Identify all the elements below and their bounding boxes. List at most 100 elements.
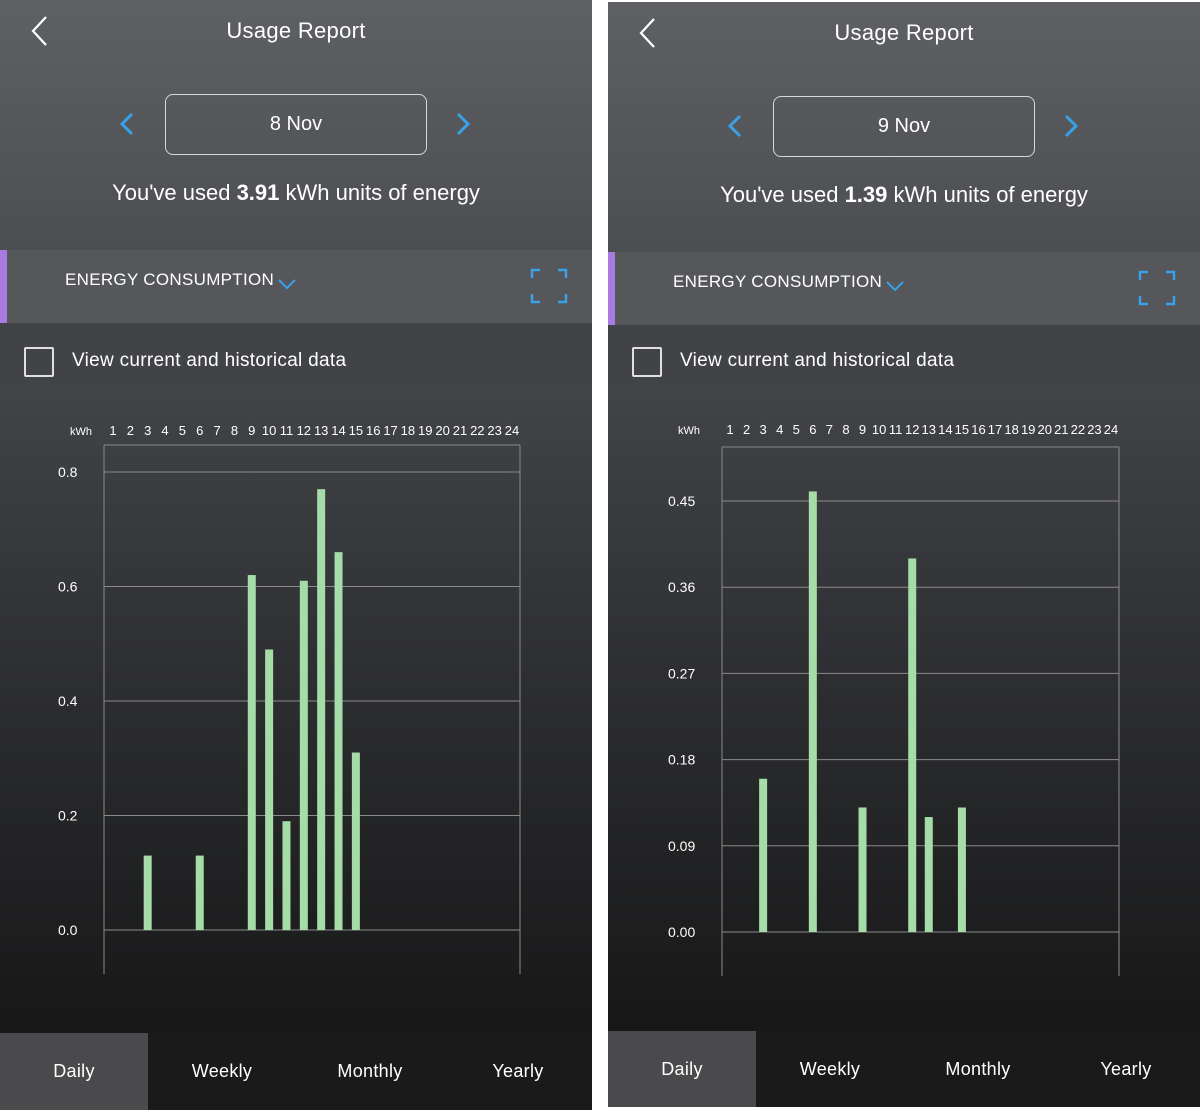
x-category-label: 17 xyxy=(988,422,1002,437)
x-category-label: 1 xyxy=(726,422,733,437)
x-category-label: 13 xyxy=(314,423,328,438)
historical-data-row: View current and historical data xyxy=(0,323,592,389)
x-category-label: 11 xyxy=(280,423,294,438)
x-category-label: 18 xyxy=(401,423,415,438)
x-category-label: 15 xyxy=(349,423,363,438)
usage-suffix: kWh units of energy xyxy=(279,180,480,205)
tab-weekly[interactable]: Weekly xyxy=(799,1059,861,1079)
bar-hour-6 xyxy=(195,855,204,930)
x-category-label: 16 xyxy=(971,422,985,437)
y-tick-label: 0.4 xyxy=(58,693,78,709)
bar-hour-6 xyxy=(808,491,817,932)
x-category-label: 24 xyxy=(1104,422,1118,437)
energy-consumption-section: ENERGY CONSUMPTION xyxy=(0,250,592,323)
x-category-label: 5 xyxy=(793,422,800,437)
bar-hour-3 xyxy=(143,855,152,930)
x-category-label: 24 xyxy=(505,423,519,438)
tab-monthly[interactable]: Monthly xyxy=(337,1061,403,1081)
back-chevron-left-icon[interactable] xyxy=(26,14,56,48)
previous-date-chevron-left-icon[interactable] xyxy=(724,110,746,142)
y-tick-label: 0.00 xyxy=(668,924,695,940)
page-title: Usage Report xyxy=(834,20,974,45)
x-category-label: 7 xyxy=(213,423,220,438)
section-accent-bar xyxy=(608,252,615,325)
tab-daily[interactable]: Daily xyxy=(608,1031,756,1107)
y-tick-label: 0.18 xyxy=(668,752,695,768)
x-category-label: 20 xyxy=(1038,422,1052,437)
x-category-label: 23 xyxy=(487,423,501,438)
page-title: Usage Report xyxy=(226,18,366,43)
bar-hour-9 xyxy=(858,807,867,932)
x-category-label: 23 xyxy=(1087,422,1101,437)
x-category-label: 15 xyxy=(955,422,969,437)
bar-hour-9 xyxy=(247,575,256,930)
date-selector[interactable]: 9 Nov xyxy=(773,96,1035,157)
x-category-label: 14 xyxy=(938,422,952,437)
next-date-chevron-right-icon[interactable] xyxy=(452,108,474,140)
historical-data-row: View current and historical data xyxy=(608,325,1200,391)
x-category-label: 12 xyxy=(905,422,919,437)
x-category-label: 9 xyxy=(248,423,255,438)
previous-date-chevron-left-icon[interactable] xyxy=(116,108,138,140)
period-tabs: Daily Weekly Monthly Yearly xyxy=(608,1031,1200,1107)
x-category-label: 21 xyxy=(1054,422,1068,437)
y-tick-label: 0.27 xyxy=(668,665,695,681)
y-tick-label: 0.6 xyxy=(58,579,78,595)
bar-hour-12 xyxy=(299,580,308,930)
x-category-label: 20 xyxy=(435,423,449,438)
historical-data-checkbox-icon[interactable] xyxy=(632,347,662,377)
usage-report-panel-left: Usage Report 8 Nov You've used 3.91 kWh … xyxy=(0,0,592,1110)
section-dropdown-label[interactable]: ENERGY CONSUMPTION xyxy=(673,272,883,291)
x-category-label: 14 xyxy=(331,423,345,438)
bar-hour-13 xyxy=(924,817,933,932)
tab-yearly[interactable]: Yearly xyxy=(492,1061,544,1081)
x-category-label: 1 xyxy=(109,423,116,438)
expand-icon[interactable] xyxy=(1138,270,1176,306)
chevron-down-icon[interactable] xyxy=(276,276,298,292)
bar-hour-12 xyxy=(908,558,917,932)
usage-summary: You've used 1.39 kWh units of energy xyxy=(608,182,1200,208)
bar-hour-14 xyxy=(334,552,343,930)
x-category-label: 7 xyxy=(826,422,833,437)
bar-hour-15 xyxy=(957,807,966,932)
x-category-label: 9 xyxy=(859,422,866,437)
usage-value: 3.91 xyxy=(236,180,280,205)
tab-daily[interactable]: Daily xyxy=(0,1033,148,1110)
x-category-label: 3 xyxy=(144,423,151,438)
y-tick-label: 0.0 xyxy=(58,922,78,938)
historical-data-checkbox-icon[interactable] xyxy=(24,347,54,377)
x-category-label: 18 xyxy=(1004,422,1018,437)
date-selector[interactable]: 8 Nov xyxy=(165,94,427,155)
tab-monthly[interactable]: Monthly xyxy=(945,1059,1011,1079)
period-tabs: Daily Weekly Monthly Yearly xyxy=(0,1033,592,1110)
tab-weekly[interactable]: Weekly xyxy=(191,1061,253,1081)
x-category-label: 6 xyxy=(196,423,203,438)
x-category-label: 19 xyxy=(1021,422,1035,437)
x-category-label: 4 xyxy=(161,423,168,438)
x-category-label: 5 xyxy=(179,423,186,438)
x-category-label: 8 xyxy=(231,423,238,438)
chevron-down-icon[interactable] xyxy=(884,278,906,294)
usage-prefix: You've used xyxy=(720,182,845,207)
x-category-label: 16 xyxy=(366,423,380,438)
bar-hour-10 xyxy=(265,649,274,930)
next-date-chevron-right-icon[interactable] xyxy=(1060,110,1082,142)
expand-icon[interactable] xyxy=(530,268,568,304)
y-axis-label: kWh xyxy=(678,425,700,437)
bar-hour-15 xyxy=(351,752,360,930)
usage-report-panel-right: Usage Report 9 Nov You've used 1.39 kWh … xyxy=(608,2,1200,1107)
x-category-label: 10 xyxy=(262,423,276,438)
x-category-label: 11 xyxy=(889,422,903,437)
usage-summary: You've used 3.91 kWh units of energy xyxy=(0,180,592,206)
x-category-label: 19 xyxy=(418,423,432,438)
back-chevron-left-icon[interactable] xyxy=(634,16,664,50)
y-tick-label: 0.09 xyxy=(668,838,695,854)
usage-prefix: You've used xyxy=(112,180,237,205)
y-tick-label: 0.36 xyxy=(668,579,695,595)
section-dropdown-label[interactable]: ENERGY CONSUMPTION xyxy=(65,270,275,289)
x-category-label: 3 xyxy=(760,422,767,437)
x-category-label: 2 xyxy=(743,422,750,437)
tab-yearly[interactable]: Yearly xyxy=(1100,1059,1152,1079)
historical-data-label: View current and historical data xyxy=(680,350,955,371)
